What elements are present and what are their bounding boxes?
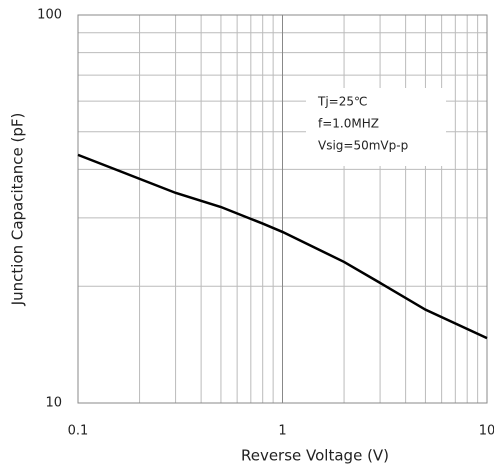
x-tick-label: 1 — [278, 424, 286, 439]
annotation-box — [306, 88, 446, 166]
y-axis-title: Junction Capacitance (pF) — [9, 113, 27, 307]
annotation-line: Tj=25℃ — [317, 95, 367, 109]
annotation-line: f=1.0MHZ — [318, 117, 379, 131]
y-tick-label: 10 — [45, 396, 62, 411]
x-tick-label: 0.1 — [68, 424, 89, 439]
y-tick-label: 100 — [37, 8, 62, 23]
annotation-line: Vsig=50mVp-p — [318, 139, 408, 153]
data-line — [77, 153, 488, 340]
x-axis-title: Reverse Voltage (V) — [241, 447, 389, 465]
x-tick-label: 10 — [479, 424, 494, 439]
